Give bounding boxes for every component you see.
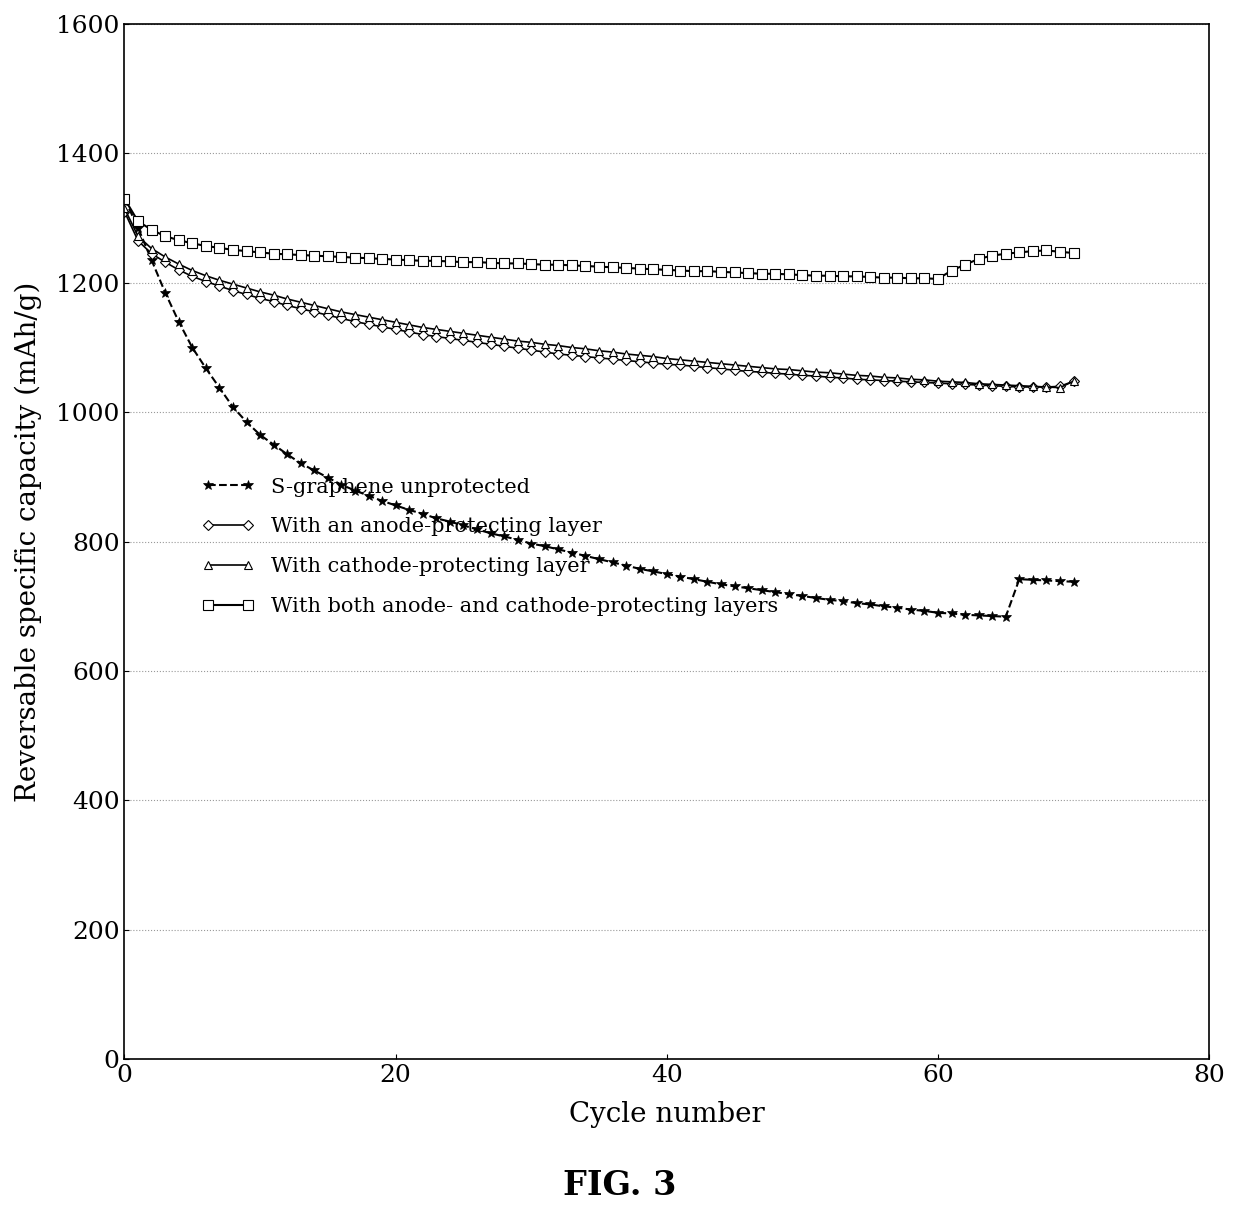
S-graphene unprotected bbox=[1066, 574, 1081, 589]
With cathode-protecting layer bbox=[687, 354, 702, 368]
With an anode-protecting layer bbox=[144, 247, 159, 261]
With both anode- and cathode-protecting layers bbox=[930, 271, 945, 286]
Line: S-graphene unprotected: S-graphene unprotected bbox=[119, 193, 1079, 621]
With cathode-protecting layer bbox=[117, 201, 131, 215]
S-graphene unprotected bbox=[117, 191, 131, 206]
S-graphene unprotected bbox=[687, 572, 702, 586]
With cathode-protecting layer bbox=[388, 315, 403, 330]
With an anode-protecting layer bbox=[388, 322, 403, 337]
With both anode- and cathode-protecting layers bbox=[687, 264, 702, 278]
Line: With cathode-protecting layer: With cathode-protecting layer bbox=[120, 204, 1078, 392]
With both anode- and cathode-protecting layers bbox=[578, 259, 593, 274]
With both anode- and cathode-protecting layers bbox=[1025, 244, 1040, 259]
S-graphene unprotected bbox=[388, 499, 403, 513]
With an anode-protecting layer bbox=[1025, 379, 1040, 394]
Line: With both anode- and cathode-protecting layers: With both anode- and cathode-protecting … bbox=[119, 193, 1079, 283]
With both anode- and cathode-protecting layers bbox=[388, 252, 403, 266]
With cathode-protecting layer bbox=[578, 342, 593, 356]
With an anode-protecting layer bbox=[687, 359, 702, 373]
X-axis label: Cycle number: Cycle number bbox=[569, 1100, 765, 1128]
With an anode-protecting layer bbox=[836, 371, 851, 385]
With an anode-protecting layer bbox=[1012, 379, 1027, 394]
S-graphene unprotected bbox=[836, 593, 851, 608]
Y-axis label: Reversable specific capacity (mAh/g): Reversable specific capacity (mAh/g) bbox=[15, 281, 42, 801]
With both anode- and cathode-protecting layers bbox=[117, 191, 131, 206]
Line: With an anode-protecting layer: With an anode-protecting layer bbox=[122, 208, 1078, 390]
With cathode-protecting layer bbox=[144, 241, 159, 255]
With cathode-protecting layer bbox=[836, 367, 851, 382]
With cathode-protecting layer bbox=[1066, 373, 1081, 388]
Legend: S-graphene unprotected, With an anode-protecting layer, With cathode-protecting : S-graphene unprotected, With an anode-pr… bbox=[193, 469, 786, 624]
Text: FIG. 3: FIG. 3 bbox=[563, 1169, 677, 1203]
With an anode-protecting layer bbox=[1066, 373, 1081, 388]
With cathode-protecting layer bbox=[1012, 378, 1027, 393]
S-graphene unprotected bbox=[1025, 573, 1040, 587]
S-graphene unprotected bbox=[144, 253, 159, 268]
S-graphene unprotected bbox=[998, 609, 1013, 624]
With cathode-protecting layer bbox=[1053, 381, 1068, 395]
With an anode-protecting layer bbox=[578, 349, 593, 364]
With both anode- and cathode-protecting layers bbox=[836, 269, 851, 283]
S-graphene unprotected bbox=[578, 548, 593, 563]
With both anode- and cathode-protecting layers bbox=[1066, 246, 1081, 260]
With an anode-protecting layer bbox=[117, 204, 131, 219]
With both anode- and cathode-protecting layers bbox=[144, 223, 159, 237]
